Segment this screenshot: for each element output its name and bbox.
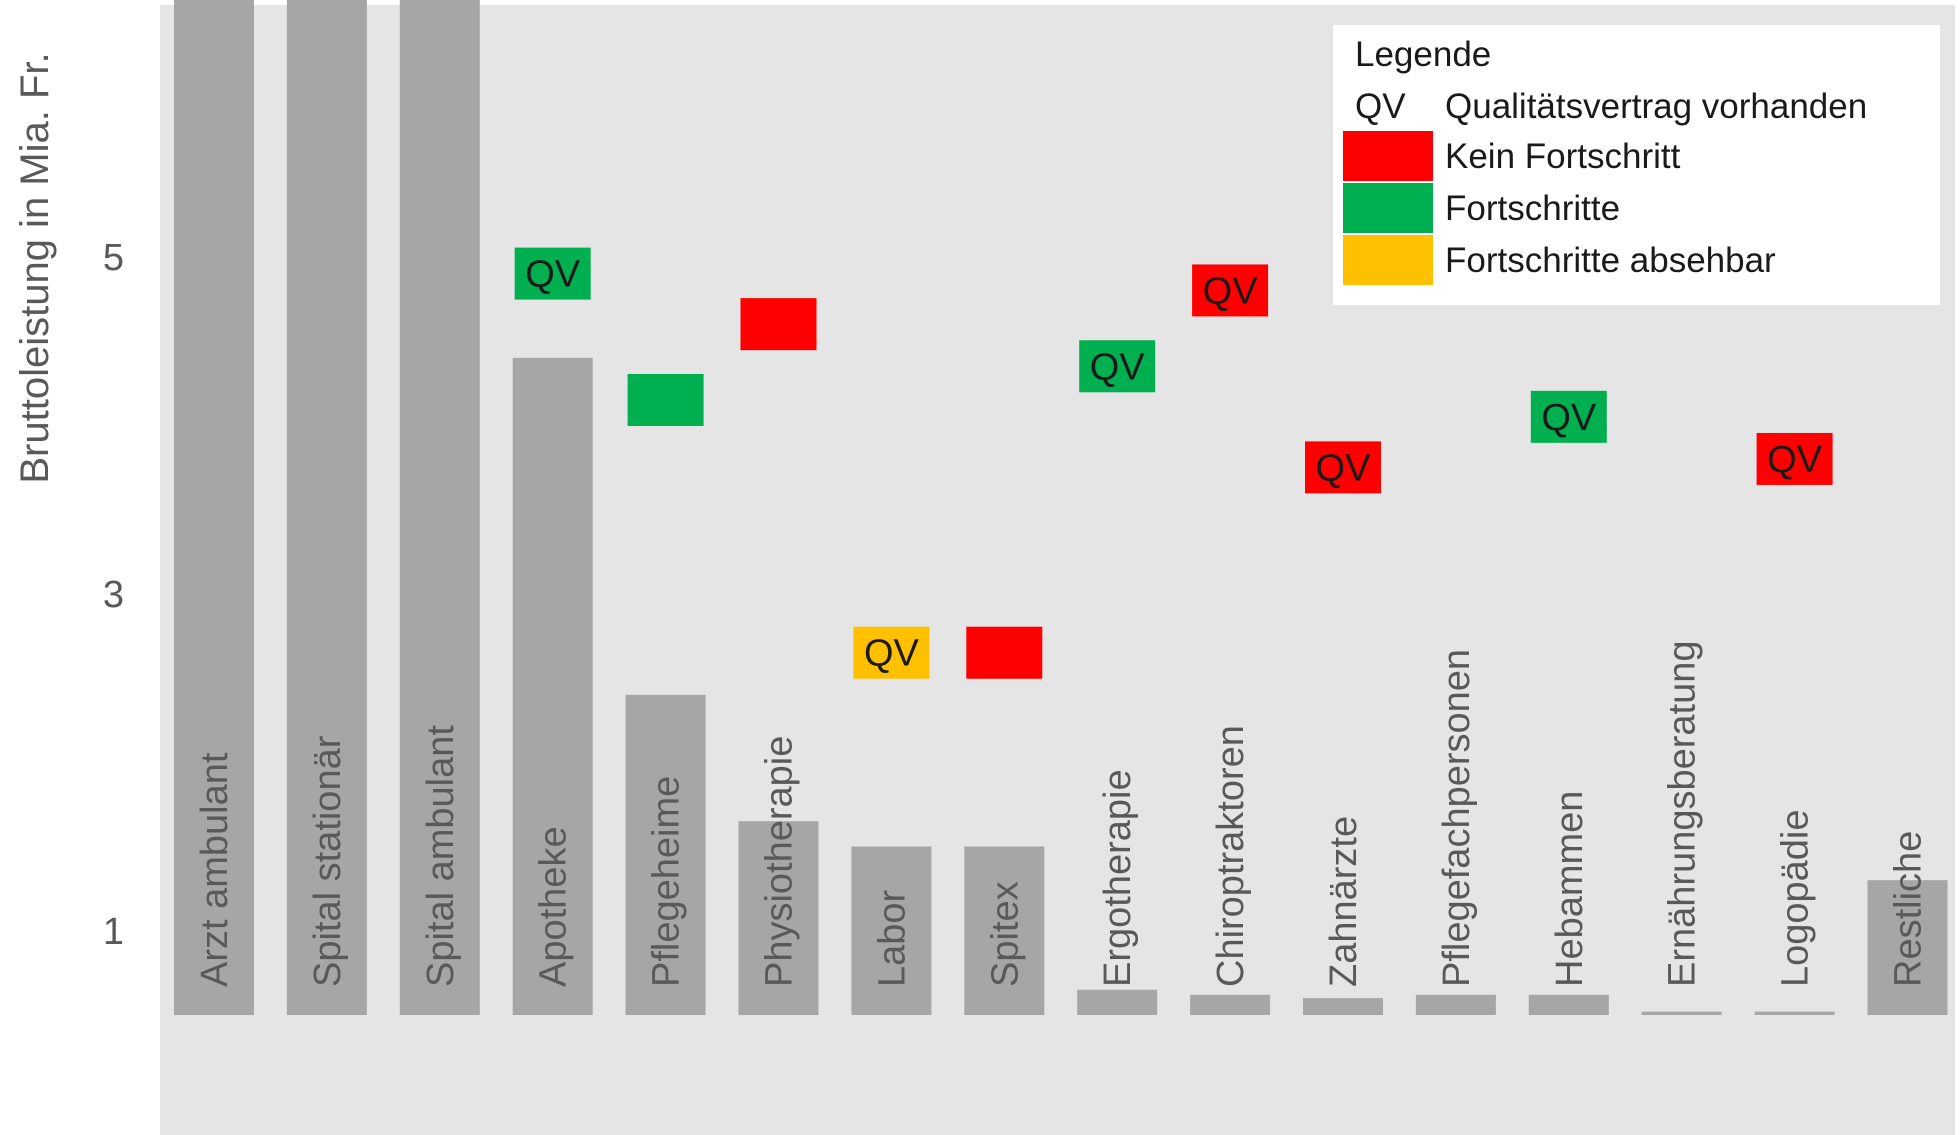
qv-marker-label: QV (1316, 447, 1372, 489)
category-label: Apotheke (533, 826, 575, 987)
y-tick-label: 3 (103, 574, 124, 616)
y-tick-label: 5 (103, 237, 124, 279)
bar (738, 821, 819, 1015)
legend-items: Kein Fortschritt Fortschritte Fortschritte… (1343, 131, 1776, 285)
category-label: Physiotherapie (759, 736, 801, 987)
bar (1415, 994, 1496, 1015)
legend-title: Legende (1355, 35, 1491, 74)
qv-marker-label: QV (864, 633, 920, 675)
status-marker (1756, 432, 1833, 485)
status-marker (853, 626, 930, 679)
category-label: Logopädie (1775, 809, 1817, 987)
bar (851, 846, 932, 1015)
bars-group (174, 0, 1948, 1016)
legend-item-label: Kein Fortschritt (1445, 137, 1681, 176)
qv-marker-label: QV (1767, 439, 1823, 481)
category-label: Restliche (1888, 831, 1930, 987)
category-label: Ergotherapie (1097, 769, 1139, 987)
legend-item-label: Fortschritte (1445, 189, 1620, 228)
bar (964, 846, 1045, 1015)
status-marker (1079, 340, 1156, 393)
status-marker (627, 373, 704, 426)
bar (512, 357, 593, 1016)
bar (1077, 989, 1158, 1015)
category-label: Hebammen (1549, 791, 1591, 987)
legend-swatch (1343, 183, 1433, 233)
qv-marker-label: QV (1203, 270, 1259, 312)
category-labels: Arzt ambulant Spital stationär Spital ambu… (194, 641, 1930, 987)
y-axis-label: Bruttoleistung in Mia. Fr. (13, 52, 57, 483)
bar (1190, 994, 1271, 1015)
status-marker (514, 247, 591, 300)
bar (1867, 880, 1948, 1015)
bar (1641, 1011, 1722, 1015)
category-label: Ernährungsberatung (1662, 641, 1704, 987)
bar (1528, 994, 1609, 1015)
category-label: Zahnärzte (1323, 816, 1365, 987)
qv-marker-label: QV (1541, 397, 1597, 439)
category-label: Pflegefachpersonen (1436, 649, 1478, 987)
qv-marker-label: QV (1090, 346, 1146, 388)
y-axis: 1357911 (103, 237, 124, 953)
legend-box (1333, 25, 1940, 305)
category-label: Labor (871, 889, 913, 987)
bar (399, 0, 480, 1015)
legend-swatch (1343, 131, 1433, 181)
category-label: Pflegeheime (646, 776, 688, 987)
status-marker (1305, 441, 1381, 494)
legend: Legende QV Qualitätsvertrag vorhanden Ke… (1333, 25, 1940, 305)
status-marker (1530, 390, 1607, 443)
legend-qv-key: QV (1355, 87, 1406, 126)
category-label: Spitex (984, 881, 1026, 987)
bar (174, 0, 254, 1015)
bar (625, 694, 706, 1015)
status-marker (1192, 264, 1269, 317)
qv-marker-label: QV (525, 254, 581, 296)
category-label: Spital stationär (307, 735, 349, 987)
bar (1303, 998, 1383, 1015)
category-label: Spital ambulant (420, 725, 462, 987)
bar (1754, 1011, 1835, 1015)
category-label: Arzt ambulant (194, 752, 236, 987)
y-tick-label: 1 (103, 911, 124, 953)
status-marker (740, 298, 817, 351)
category-label: Chiroptraktoren (1210, 725, 1252, 987)
status-marker (966, 626, 1043, 679)
legend-qv-text: Qualitätsvertrag vorhanden (1445, 87, 1867, 126)
bar (286, 0, 367, 1016)
legend-item-label: Fortschritte absehbar (1445, 241, 1776, 280)
legend-swatch (1343, 235, 1433, 285)
